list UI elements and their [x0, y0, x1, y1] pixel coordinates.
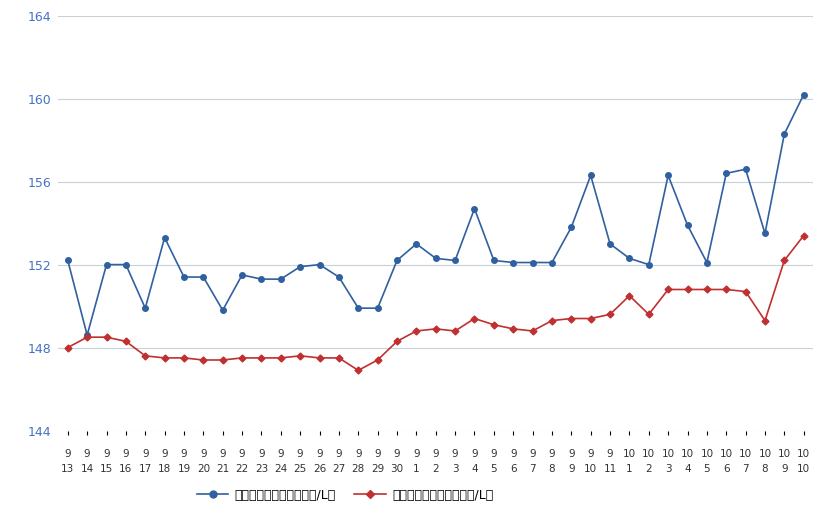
Text: 9: 9 [568, 448, 574, 458]
Text: 26: 26 [313, 464, 326, 474]
Text: 3: 3 [452, 464, 458, 474]
Text: 9: 9 [161, 448, 168, 458]
Text: 2: 2 [646, 464, 652, 474]
Text: 9: 9 [316, 448, 323, 458]
Text: 7: 7 [530, 464, 536, 474]
Text: 5: 5 [704, 464, 710, 474]
Text: 3: 3 [665, 464, 671, 474]
Text: 9: 9 [219, 448, 226, 458]
Text: 9: 9 [432, 448, 439, 458]
Text: 10: 10 [622, 448, 636, 458]
Text: 16: 16 [120, 464, 133, 474]
Text: 9: 9 [258, 448, 265, 458]
Text: 9: 9 [200, 448, 207, 458]
Text: 10: 10 [778, 448, 791, 458]
Text: 9: 9 [588, 448, 594, 458]
Text: 25: 25 [294, 464, 307, 474]
Text: 10: 10 [797, 464, 810, 474]
Text: 9: 9 [530, 448, 536, 458]
Text: 1: 1 [626, 464, 632, 474]
Text: 8: 8 [549, 464, 555, 474]
Text: 10: 10 [797, 448, 810, 458]
Text: 10: 10 [759, 448, 772, 458]
Text: 28: 28 [352, 464, 365, 474]
Text: 14: 14 [81, 464, 94, 474]
Text: 24: 24 [274, 464, 287, 474]
Text: 21: 21 [216, 464, 229, 474]
Text: 9: 9 [84, 448, 90, 458]
Text: 17: 17 [139, 464, 152, 474]
Text: 10: 10 [584, 464, 598, 474]
Text: 29: 29 [371, 464, 384, 474]
Text: 9: 9 [297, 448, 304, 458]
Text: 9: 9 [413, 448, 420, 458]
Text: 9: 9 [277, 448, 284, 458]
Text: 27: 27 [332, 464, 345, 474]
Text: 10: 10 [662, 448, 675, 458]
Text: 13: 13 [61, 464, 75, 474]
Legend: レギュラー看板価格（円/L）, レギュラー実売価格（円/L）: レギュラー看板価格（円/L）, レギュラー実売価格（円/L） [192, 484, 498, 507]
Text: 9: 9 [393, 448, 400, 458]
Text: 20: 20 [197, 464, 210, 474]
Text: 15: 15 [100, 464, 113, 474]
Text: 9: 9 [142, 448, 149, 458]
Text: 22: 22 [236, 464, 249, 474]
Text: 9: 9 [549, 448, 555, 458]
Text: 6: 6 [510, 464, 516, 474]
Text: 9: 9 [355, 448, 362, 458]
Text: 9: 9 [568, 464, 574, 474]
Text: 18: 18 [158, 464, 171, 474]
Text: 30: 30 [390, 464, 403, 474]
Text: 9: 9 [123, 448, 129, 458]
Text: 10: 10 [701, 448, 714, 458]
Text: 9: 9 [781, 464, 788, 474]
Text: 9: 9 [103, 448, 110, 458]
Text: 10: 10 [720, 448, 733, 458]
Text: 5: 5 [491, 464, 497, 474]
Text: 9: 9 [452, 448, 458, 458]
Text: 6: 6 [723, 464, 730, 474]
Text: 19: 19 [178, 464, 191, 474]
Text: 9: 9 [65, 448, 71, 458]
Text: 9: 9 [374, 448, 381, 458]
Text: 9: 9 [491, 448, 497, 458]
Text: 10: 10 [681, 448, 694, 458]
Text: 8: 8 [762, 464, 769, 474]
Text: 23: 23 [255, 464, 268, 474]
Text: 9: 9 [471, 448, 478, 458]
Text: 9: 9 [510, 448, 516, 458]
Text: 7: 7 [742, 464, 749, 474]
Text: 10: 10 [642, 448, 656, 458]
Text: 1: 1 [413, 464, 420, 474]
Text: 9: 9 [335, 448, 342, 458]
Text: 9: 9 [607, 448, 613, 458]
Text: 4: 4 [471, 464, 478, 474]
Text: 9: 9 [239, 448, 246, 458]
Text: 9: 9 [181, 448, 188, 458]
Text: 11: 11 [603, 464, 617, 474]
Text: 10: 10 [739, 448, 752, 458]
Text: 2: 2 [432, 464, 439, 474]
Text: 4: 4 [684, 464, 691, 474]
